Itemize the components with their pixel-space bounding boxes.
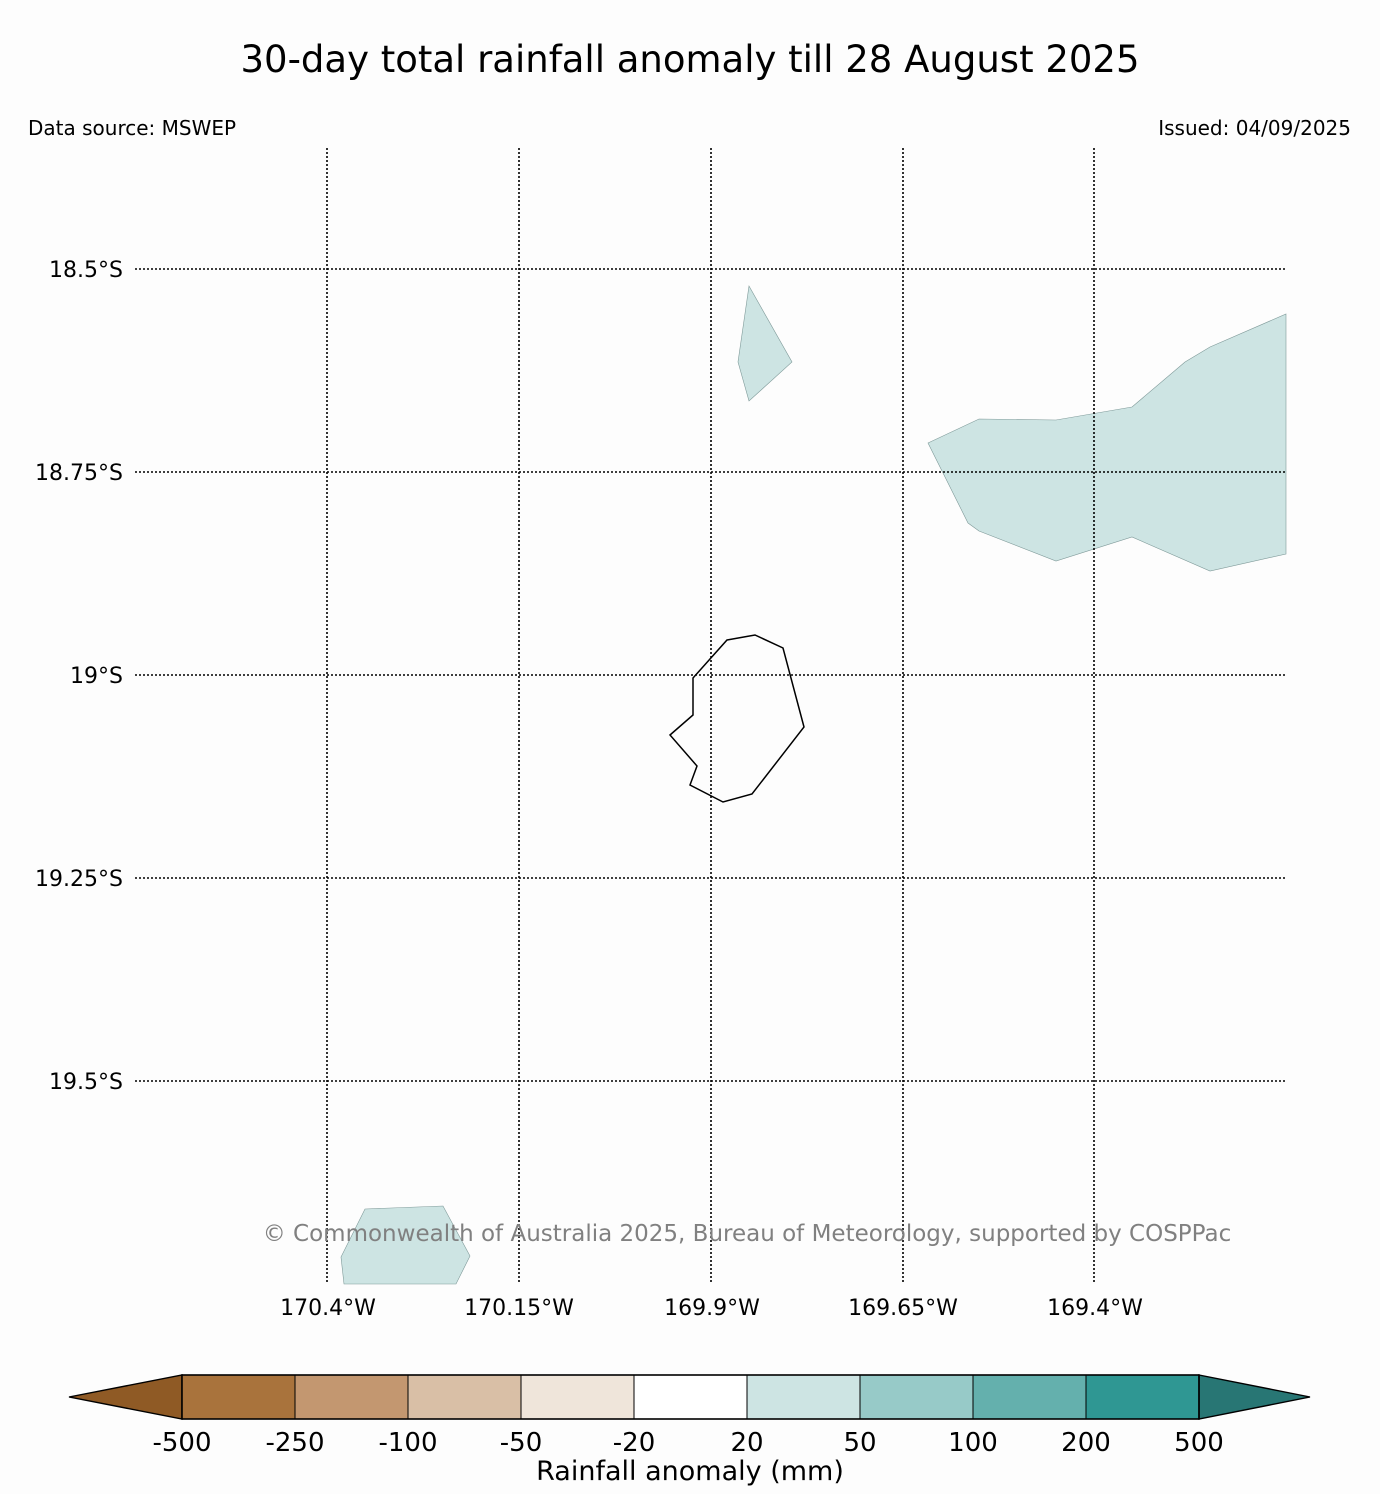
- colorbar-tick-label: 200: [1061, 1428, 1111, 1458]
- colorbar-tick-label: -100: [378, 1428, 437, 1458]
- lat-label: 18.75°S: [35, 461, 123, 486]
- colorbar-tick-label: -250: [265, 1428, 324, 1458]
- colorbar-extend-low: [68, 1374, 183, 1420]
- colorbar-tick-label: 500: [1174, 1428, 1224, 1458]
- lat-label: 19°S: [70, 664, 123, 689]
- colorbar-tick-label: 50: [843, 1428, 876, 1458]
- lon-label: 170.4°W: [280, 1296, 376, 1321]
- colorbar-segment: [972, 1374, 1087, 1420]
- anomaly-region-east: [927, 313, 1287, 572]
- lat-label: 18.5°S: [49, 258, 123, 283]
- colorbar-segment: [181, 1374, 296, 1420]
- anomaly-region-north: [737, 285, 793, 402]
- latitude-labels: 18.5°S 18.75°S 19°S 19.25°S 19.5°S: [35, 258, 123, 1095]
- colorbar-segment: [294, 1374, 409, 1420]
- colorbar-tick-label: 20: [730, 1428, 763, 1458]
- longitude-labels: 170.4°W 170.15°W 169.9°W 169.65°W 169.4°…: [280, 1296, 1143, 1321]
- colorbar-segment: [859, 1374, 974, 1420]
- colorbar-segment: [407, 1374, 522, 1420]
- colorbar-segment: [746, 1374, 861, 1420]
- data-source-label: Data source: MSWEP: [28, 116, 237, 140]
- colorbar-tick-label: -500: [152, 1428, 211, 1458]
- colorbar-title: Rainfall anomaly (mm): [536, 1456, 844, 1487]
- copyright-notice: © Commonwealth of Australia 2025, Bureau…: [263, 1221, 1232, 1247]
- lon-label: 170.15°W: [464, 1296, 574, 1321]
- lon-label: 169.9°W: [664, 1296, 760, 1321]
- colorbar-segment: [1085, 1374, 1200, 1420]
- anomaly-regions: [340, 285, 1287, 1285]
- lon-label: 169.65°W: [848, 1296, 958, 1321]
- colorbar-tick-label: -20: [613, 1428, 655, 1458]
- colorbar-outline: [181, 1374, 1200, 1420]
- colorbar-tick-label: -50: [500, 1428, 542, 1458]
- map-gridlines: [135, 148, 1286, 1284]
- colorbar-segment: [520, 1374, 635, 1420]
- issued-date-label: Issued: 04/09/2025: [1158, 116, 1351, 140]
- map-title: 30-day total rainfall anomaly till 28 Au…: [240, 38, 1140, 81]
- colorbar-tick-label: 100: [948, 1428, 998, 1458]
- lon-label: 169.4°W: [1047, 1296, 1143, 1321]
- anomaly-region-southwest: [340, 1205, 471, 1285]
- lat-label: 19.25°S: [35, 867, 123, 892]
- island-coastline: [668, 634, 805, 803]
- colorbar-segment: [633, 1374, 748, 1420]
- colorbar: -500 -250 -100 -50 -20 20 50 100 200 500…: [68, 1374, 1311, 1487]
- lat-label: 19.5°S: [49, 1070, 123, 1095]
- colorbar-extend-high: [1198, 1374, 1311, 1420]
